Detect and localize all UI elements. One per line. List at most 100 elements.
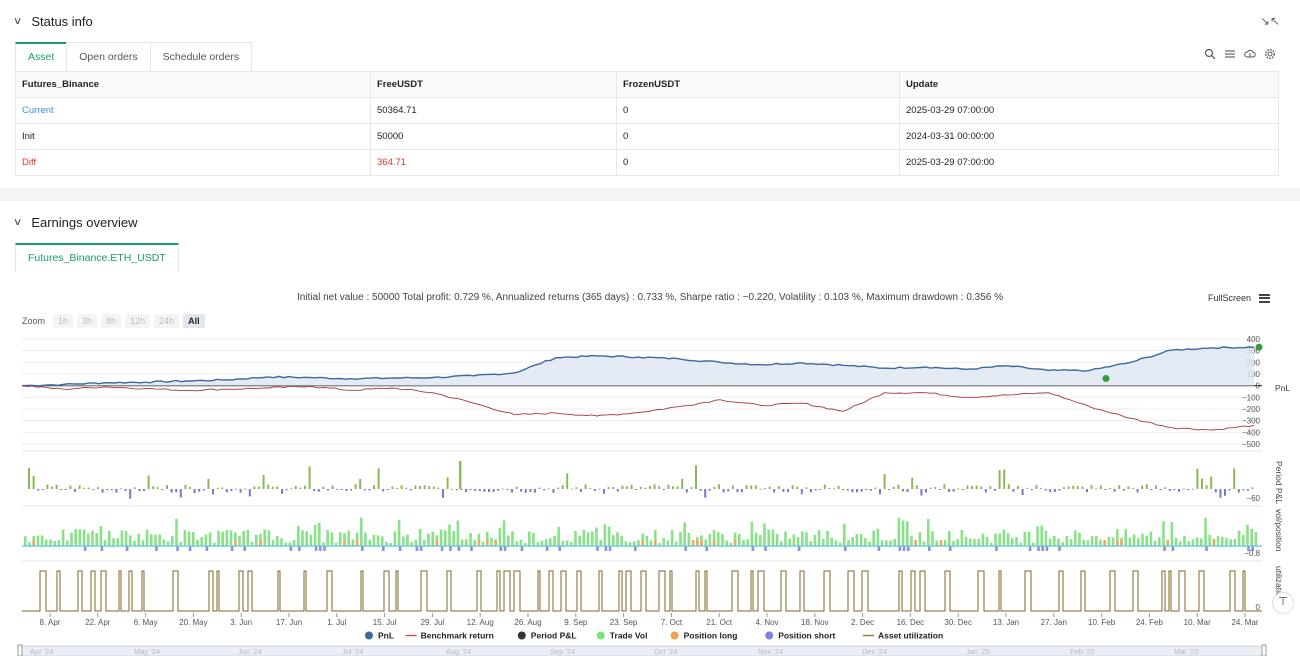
- period-pnl-bar: [396, 487, 398, 489]
- trade-marker: [1255, 343, 1263, 351]
- period-pnl-bar: [754, 485, 757, 489]
- col-exchange[interactable]: Futures_Binance: [15, 71, 371, 98]
- trade-vol-bar: [1095, 535, 1098, 546]
- tab-eth-usdt[interactable]: Futures_Binance.ETH_USDT: [15, 243, 179, 272]
- fullscreen-control[interactable]: FullScreen: [1208, 293, 1270, 303]
- position-long-bar: [234, 540, 237, 546]
- period-pnl-bar: [566, 473, 569, 489]
- trade-vol-bar: [221, 531, 224, 546]
- trade-vol-bar: [150, 534, 153, 546]
- gear-icon[interactable]: [1264, 48, 1276, 60]
- position-short-bar: [705, 546, 708, 551]
- tab-asset[interactable]: Asset: [15, 42, 68, 71]
- position-short-bar: [319, 546, 322, 551]
- trade-vol-bar: [544, 539, 548, 546]
- earnings-header[interactable]: ∨ Earnings overview: [12, 215, 138, 230]
- trade-vol-bar: [1090, 536, 1094, 546]
- tab-open-orders[interactable]: Open orders: [66, 42, 151, 71]
- navigator-label: Jun '24: [238, 647, 262, 656]
- menu-icon[interactable]: [1259, 293, 1270, 303]
- zoom-12h[interactable]: 12h: [125, 314, 151, 328]
- period-pnl-bar: [74, 489, 76, 492]
- navigator-label: Aug '24: [446, 647, 471, 656]
- period-pnl-bar: [1058, 489, 1061, 491]
- zoom-8h[interactable]: 8h: [101, 314, 122, 328]
- position-long-bar: [654, 540, 657, 546]
- fullscreen-label[interactable]: FullScreen: [1207, 293, 1251, 303]
- period-pnl-bar: [603, 489, 605, 494]
- pane-label-vol: vol/position: [1274, 509, 1284, 552]
- trade-vol-bar: [112, 538, 115, 546]
- period-pnl-bar: [184, 484, 187, 489]
- period-pnl-bar: [915, 485, 918, 489]
- period-pnl-bar: [1251, 487, 1254, 489]
- col-frozen[interactable]: FrozenUSDT: [616, 71, 900, 98]
- x-tick-label: 17. Jun: [276, 618, 302, 627]
- period-pnl-bar: [800, 489, 803, 495]
- position-short-bar: [545, 546, 549, 551]
- trade-vol-bar: [192, 531, 195, 546]
- period-pnl-bar: [432, 486, 435, 489]
- cloud-download-icon[interactable]: [1244, 48, 1256, 60]
- navigator-label: Apr '24: [30, 647, 54, 656]
- trade-vol-bar: [922, 541, 926, 546]
- scroll-to-top-button[interactable]: ⊤: [1272, 592, 1294, 614]
- trade-vol-bar: [1048, 538, 1052, 546]
- trade-vol-bar: [1057, 538, 1060, 546]
- earnings-chart[interactable]: 4003002001000−100−200−300−400−500PnL−60P…: [0, 331, 1300, 656]
- search-icon[interactable]: [1204, 48, 1216, 60]
- trade-vol-bar: [767, 529, 770, 546]
- position-short-bar: [844, 546, 847, 551]
- zoom-all[interactable]: All: [183, 314, 205, 328]
- legend-item[interactable]: Trade Vol: [610, 631, 648, 641]
- chevron-down-icon[interactable]: ∨: [12, 16, 23, 27]
- trade-vol-bar: [927, 519, 930, 546]
- trade-vol-bar: [288, 542, 292, 546]
- period-pnl-bar: [1086, 489, 1088, 493]
- period-pnl-bar: [207, 478, 210, 489]
- legend-item[interactable]: Period P&L: [531, 631, 577, 641]
- zoom-3h[interactable]: 3h: [77, 314, 98, 328]
- period-pnl-bar: [607, 487, 610, 489]
- collapse-icon[interactable]: ↘↖: [1259, 14, 1280, 28]
- navigator-label: Sep '24: [550, 647, 575, 656]
- period-pnl-bar: [1099, 485, 1102, 489]
- period-pnl-bar: [856, 489, 858, 493]
- period-pnl-bar: [179, 489, 182, 498]
- legend-item[interactable]: Asset utilization: [878, 631, 943, 641]
- legend-item[interactable]: PnL: [378, 631, 394, 641]
- trade-vol-bar: [1023, 531, 1027, 546]
- legend-item[interactable]: Position long: [684, 631, 738, 641]
- zoom-24h[interactable]: 24h: [154, 314, 180, 328]
- period-pnl-bar: [1224, 489, 1226, 496]
- position-short-bar: [419, 546, 423, 551]
- period-pnl-bar: [1063, 487, 1065, 489]
- period-pnl-bar: [276, 486, 279, 489]
- trade-vol-bar: [813, 534, 817, 546]
- trade-vol-bar: [1170, 521, 1174, 546]
- period-pnl-bar: [1072, 485, 1075, 489]
- period-pnl-bar: [202, 489, 205, 491]
- list-icon[interactable]: [1224, 48, 1236, 60]
- status-header[interactable]: ∨ Status info: [12, 14, 93, 29]
- period-pnl-bar: [143, 489, 145, 492]
- position-short-bar: [1045, 546, 1049, 551]
- cell-update: 2024-03-31 00:00:00: [899, 123, 1279, 150]
- trade-vol-bar: [1015, 536, 1018, 546]
- legend-item[interactable]: Position short: [778, 631, 835, 641]
- period-pnl-bar: [317, 489, 320, 492]
- position-short-bar: [457, 546, 461, 551]
- zoom-1h[interactable]: 1h: [53, 314, 74, 328]
- tab-schedule-orders[interactable]: Schedule orders: [149, 42, 253, 71]
- col-update[interactable]: Update: [899, 71, 1279, 98]
- period-pnl-bar: [221, 487, 224, 489]
- period-pnl-bar: [580, 489, 582, 493]
- trade-vol-bar: [893, 539, 896, 546]
- position-short-bar: [1058, 546, 1061, 551]
- period-pnl-bar: [695, 465, 697, 489]
- chevron-down-icon[interactable]: ∨: [12, 217, 23, 228]
- period-pnl-bar: [175, 489, 178, 493]
- legend-item[interactable]: Benchmark return: [421, 631, 494, 641]
- period-pnl-bar: [244, 488, 247, 490]
- col-free[interactable]: FreeUSDT: [370, 71, 617, 98]
